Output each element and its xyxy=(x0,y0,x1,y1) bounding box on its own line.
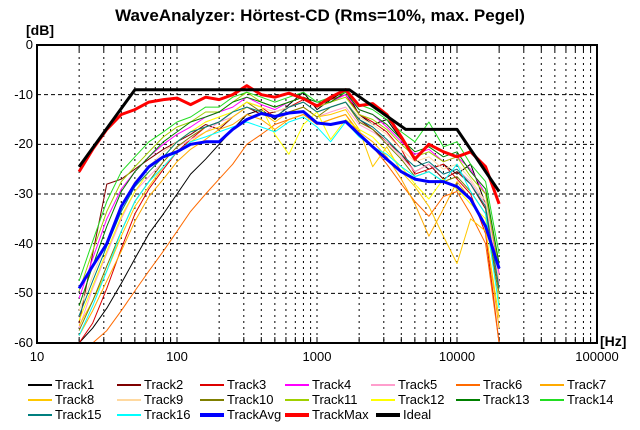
legend-swatch-track15 xyxy=(28,414,52,416)
legend-label-track2: Track2 xyxy=(144,377,184,392)
x-tick-label: 10000 xyxy=(438,349,476,364)
y-tick-label: 0 xyxy=(25,37,33,52)
legend-swatch-track6 xyxy=(456,384,480,386)
y-tick-label: -50 xyxy=(14,285,33,301)
legend-swatch-ideal xyxy=(376,413,400,417)
legend-swatch-track14 xyxy=(540,399,564,401)
legend-swatch-track7 xyxy=(540,384,564,386)
legend-swatch-track4 xyxy=(285,384,309,386)
y-tick-label: -60 xyxy=(14,335,33,350)
y-tick-label: -40 xyxy=(14,235,33,251)
legend-label-track6: Track6 xyxy=(483,377,523,392)
legend-swatch-track2 xyxy=(117,384,141,386)
legend-swatch-track1 xyxy=(28,384,52,386)
series-Track8 xyxy=(78,106,500,326)
series-Track14 xyxy=(78,91,500,282)
legend-label-track16: Track16 xyxy=(144,407,191,422)
series-TrackAvg xyxy=(77,110,501,290)
x-tick-label: 100 xyxy=(166,349,188,364)
series-Track5 xyxy=(78,106,500,329)
legend-label-track1: Track1 xyxy=(55,377,95,392)
legend-swatch-track10 xyxy=(200,399,224,401)
legend-swatch-track11 xyxy=(285,399,309,401)
legend-label-track11: Track11 xyxy=(312,392,358,407)
y-tick-label: -30 xyxy=(14,186,33,201)
legend-label-track14: Track14 xyxy=(567,392,614,407)
plot-border xyxy=(36,44,598,344)
legend-label-track15: Track15 xyxy=(55,407,102,422)
legend-label-track12: Track12 xyxy=(398,392,445,407)
legend-label-track10: Track10 xyxy=(227,392,274,407)
series-Track16 xyxy=(78,116,500,336)
y-tick-label: -10 xyxy=(14,86,33,102)
legend-label-ideal: Ideal xyxy=(403,407,432,422)
legend-label-track9: Track9 xyxy=(144,392,184,407)
legend-label-track5: Track5 xyxy=(398,377,438,392)
series-TrackMax xyxy=(77,84,501,205)
series-Track13 xyxy=(78,91,500,306)
y-axis-unit-label: [dB] xyxy=(26,22,54,38)
series-Track15 xyxy=(78,101,500,316)
legend-label-trackavg: TrackAvg xyxy=(227,407,282,422)
legend-swatch-trackmax xyxy=(285,413,309,417)
legend-label-track7: Track7 xyxy=(567,377,607,392)
legend-label-track3: Track3 xyxy=(227,377,267,392)
legend-label-track4: Track4 xyxy=(312,377,352,392)
page-title: WaveAnalyzer: Hörtest-CD (Rms=10%, max. … xyxy=(115,6,525,25)
x-axis-unit-label: [Hz] xyxy=(600,333,627,349)
x-tick-label: 10 xyxy=(29,349,45,364)
series-Track10 xyxy=(78,101,500,331)
legend-label-track13: Track13 xyxy=(483,392,530,407)
series-Ideal xyxy=(77,88,501,193)
legend-swatch-track3 xyxy=(200,384,224,386)
x-tick-label: 100000 xyxy=(575,349,619,364)
legend-swatch-trackavg xyxy=(200,413,224,417)
x-tick-label: 1000 xyxy=(302,349,332,364)
legend-label-track8: Track8 xyxy=(55,392,95,407)
legend-swatch-track5 xyxy=(371,384,395,386)
legend-label-trackmax: TrackMax xyxy=(312,407,369,422)
legend-swatch-track16 xyxy=(117,414,141,416)
legend-swatch-track13 xyxy=(456,399,480,401)
legend-swatch-track8 xyxy=(28,399,52,401)
series-Track7 xyxy=(78,114,500,336)
y-tick-label: -20 xyxy=(14,136,33,152)
series-Track3 xyxy=(79,94,500,342)
legend-swatch-track9 xyxy=(117,399,141,401)
legend-swatch-track12 xyxy=(371,399,395,401)
